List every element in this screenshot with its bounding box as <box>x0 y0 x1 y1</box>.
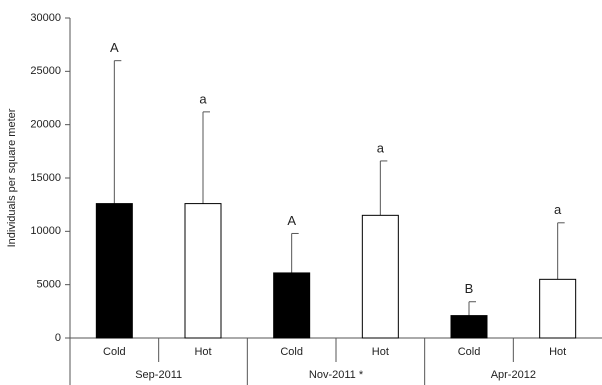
y-tick-label: 20000 <box>30 119 61 131</box>
y-tick-label: 5000 <box>37 279 61 291</box>
x-tick-label: Cold <box>458 346 481 358</box>
y-tick-label: 25000 <box>30 65 61 77</box>
significance-letter: B <box>465 281 474 296</box>
y-tick-label: 30000 <box>30 12 61 24</box>
group-label: Nov-2011 * <box>309 369 364 381</box>
significance-letter: A <box>110 40 119 55</box>
bar <box>361 214 399 339</box>
significance-letter: a <box>199 91 207 106</box>
bar <box>273 272 311 339</box>
y-axis-label: Individuals per square meter <box>6 108 18 247</box>
group-label: Sep-2011 <box>135 369 182 381</box>
y-tick-label: 10000 <box>30 225 61 237</box>
x-tick-label: Cold <box>103 346 126 358</box>
bar <box>184 203 222 339</box>
x-tick-label: Hot <box>372 346 389 358</box>
bar <box>539 278 577 339</box>
significance-letter: a <box>554 202 562 217</box>
x-tick-label: Cold <box>280 346 303 358</box>
significance-letter: A <box>287 213 296 228</box>
bar <box>95 203 133 339</box>
x-tick-label: Hot <box>549 346 566 358</box>
group-label: Apr-2012 <box>491 369 536 381</box>
y-tick-label: 0 <box>55 332 61 344</box>
x-tick-label: Hot <box>194 346 211 358</box>
significance-letter: a <box>377 140 385 155</box>
bar <box>450 315 488 339</box>
y-tick-label: 15000 <box>30 172 61 184</box>
